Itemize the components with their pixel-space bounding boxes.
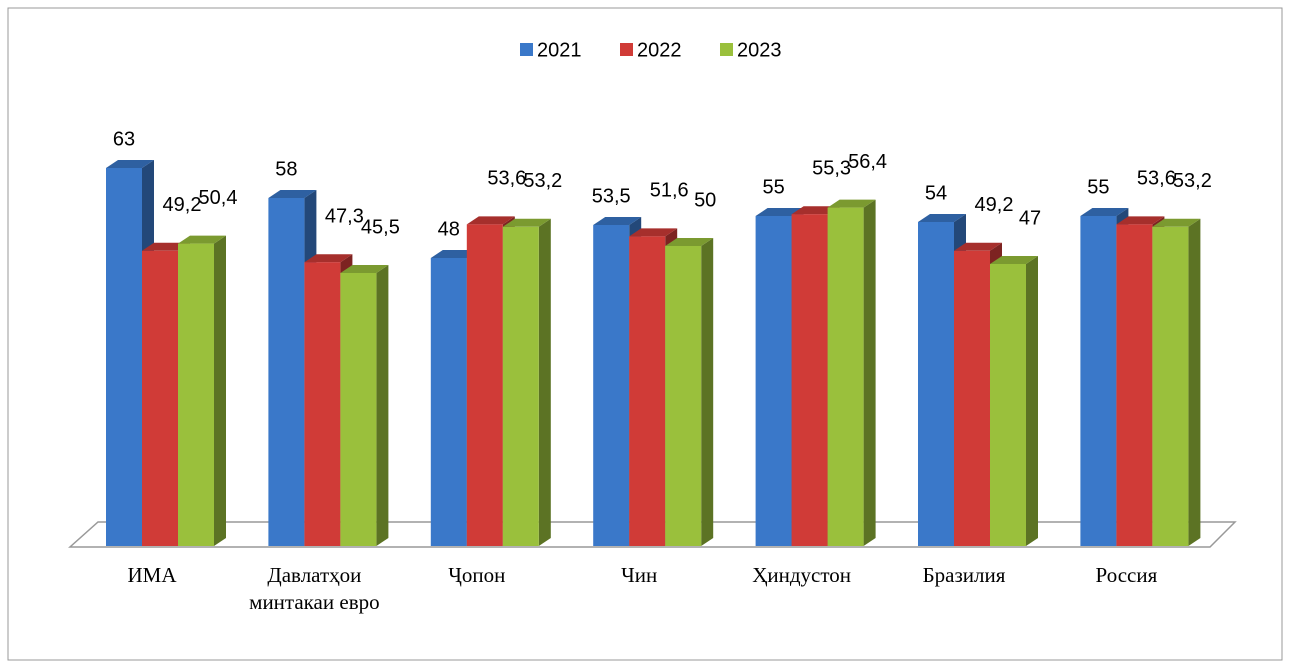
bar-face — [629, 236, 666, 546]
bar-face — [1080, 208, 1129, 216]
data-label: 47,3 — [325, 205, 364, 227]
bar-face — [340, 273, 377, 546]
x-tick-label: Бразилия — [922, 563, 1006, 587]
bar — [990, 256, 1038, 546]
bar-face — [755, 208, 804, 216]
bar-face — [918, 214, 966, 222]
data-label: 48 — [438, 218, 460, 240]
bar-face — [466, 224, 503, 546]
bar — [502, 218, 551, 547]
data-label: 55,3 — [812, 157, 851, 179]
bar — [827, 199, 876, 546]
bar-face — [954, 250, 990, 547]
bar-face — [268, 190, 317, 198]
data-label: 55 — [762, 176, 784, 198]
data-label: 49,2 — [975, 194, 1014, 216]
x-tick-label: Россия — [1095, 563, 1158, 587]
bar-face — [1152, 226, 1189, 547]
bar-face — [827, 207, 864, 546]
data-label: 51,6 — [650, 180, 689, 202]
bar-face — [593, 225, 630, 546]
bar-face — [665, 238, 714, 246]
bar-face — [466, 216, 515, 225]
x-tick-label: Чин — [621, 563, 658, 587]
bar — [340, 265, 389, 546]
data-label: 50,4 — [199, 187, 238, 209]
legend-swatch — [720, 43, 733, 56]
data-label: 49,2 — [163, 194, 202, 216]
bar-face — [268, 198, 305, 546]
data-label: 47 — [1019, 207, 1041, 229]
data-label: 50 — [694, 189, 716, 211]
bar-face — [502, 218, 551, 227]
x-tick-label: Ҳиндустон — [752, 563, 851, 587]
bar-face — [178, 243, 214, 546]
legend-label: 2021 — [537, 39, 582, 61]
bar-face — [538, 218, 551, 547]
bar-face — [827, 199, 876, 208]
bar-face — [791, 214, 828, 546]
data-label: 56,4 — [848, 151, 887, 173]
data-label: 54 — [925, 182, 947, 204]
bar-face — [304, 262, 341, 546]
bar-face — [1026, 256, 1038, 546]
data-label: 53,6 — [487, 168, 526, 190]
bar-face — [340, 265, 389, 273]
bar-face — [1116, 224, 1153, 546]
data-label: 53,6 — [1137, 168, 1176, 190]
data-label: 63 — [113, 128, 135, 150]
bar — [665, 238, 714, 546]
bar-face — [954, 242, 1002, 251]
bar — [1152, 218, 1201, 547]
bar-face — [1116, 216, 1165, 225]
x-tick-label: Давлатҳои минтакаи евро — [249, 563, 380, 614]
data-label: 55 — [1087, 176, 1109, 198]
legend-label: 2022 — [637, 39, 682, 61]
bar — [178, 235, 226, 546]
bar-face — [593, 217, 642, 225]
bar-face — [376, 265, 389, 546]
data-label: 53,2 — [523, 170, 562, 192]
bar-face — [701, 238, 714, 546]
bar-face — [1188, 218, 1201, 547]
bar-face — [430, 258, 467, 546]
data-label: 53,2 — [1173, 170, 1212, 192]
bar-face — [106, 168, 142, 546]
bar-face — [990, 264, 1026, 546]
legend-swatch — [620, 43, 633, 56]
bar-face — [918, 222, 954, 546]
bar-face — [142, 250, 178, 547]
bar-face — [863, 199, 876, 546]
bar-face — [214, 235, 226, 546]
bar-face — [665, 246, 702, 546]
bar-face — [1080, 216, 1117, 546]
bar-face — [502, 226, 539, 547]
x-tick-label: ИМА — [127, 563, 177, 587]
data-label: 58 — [275, 158, 297, 180]
bar-face — [755, 216, 792, 546]
legend-swatch — [520, 43, 533, 56]
bar-face — [178, 235, 226, 244]
bar-face — [106, 160, 154, 168]
data-label: 53,5 — [592, 185, 631, 207]
data-label: 45,5 — [361, 216, 400, 238]
bar-face — [629, 228, 678, 237]
bar-face — [990, 256, 1038, 264]
bar-face — [1152, 218, 1201, 227]
legend-label: 2023 — [737, 39, 782, 61]
bar-face — [304, 254, 353, 263]
x-tick-label: Ҷопон — [448, 563, 506, 587]
